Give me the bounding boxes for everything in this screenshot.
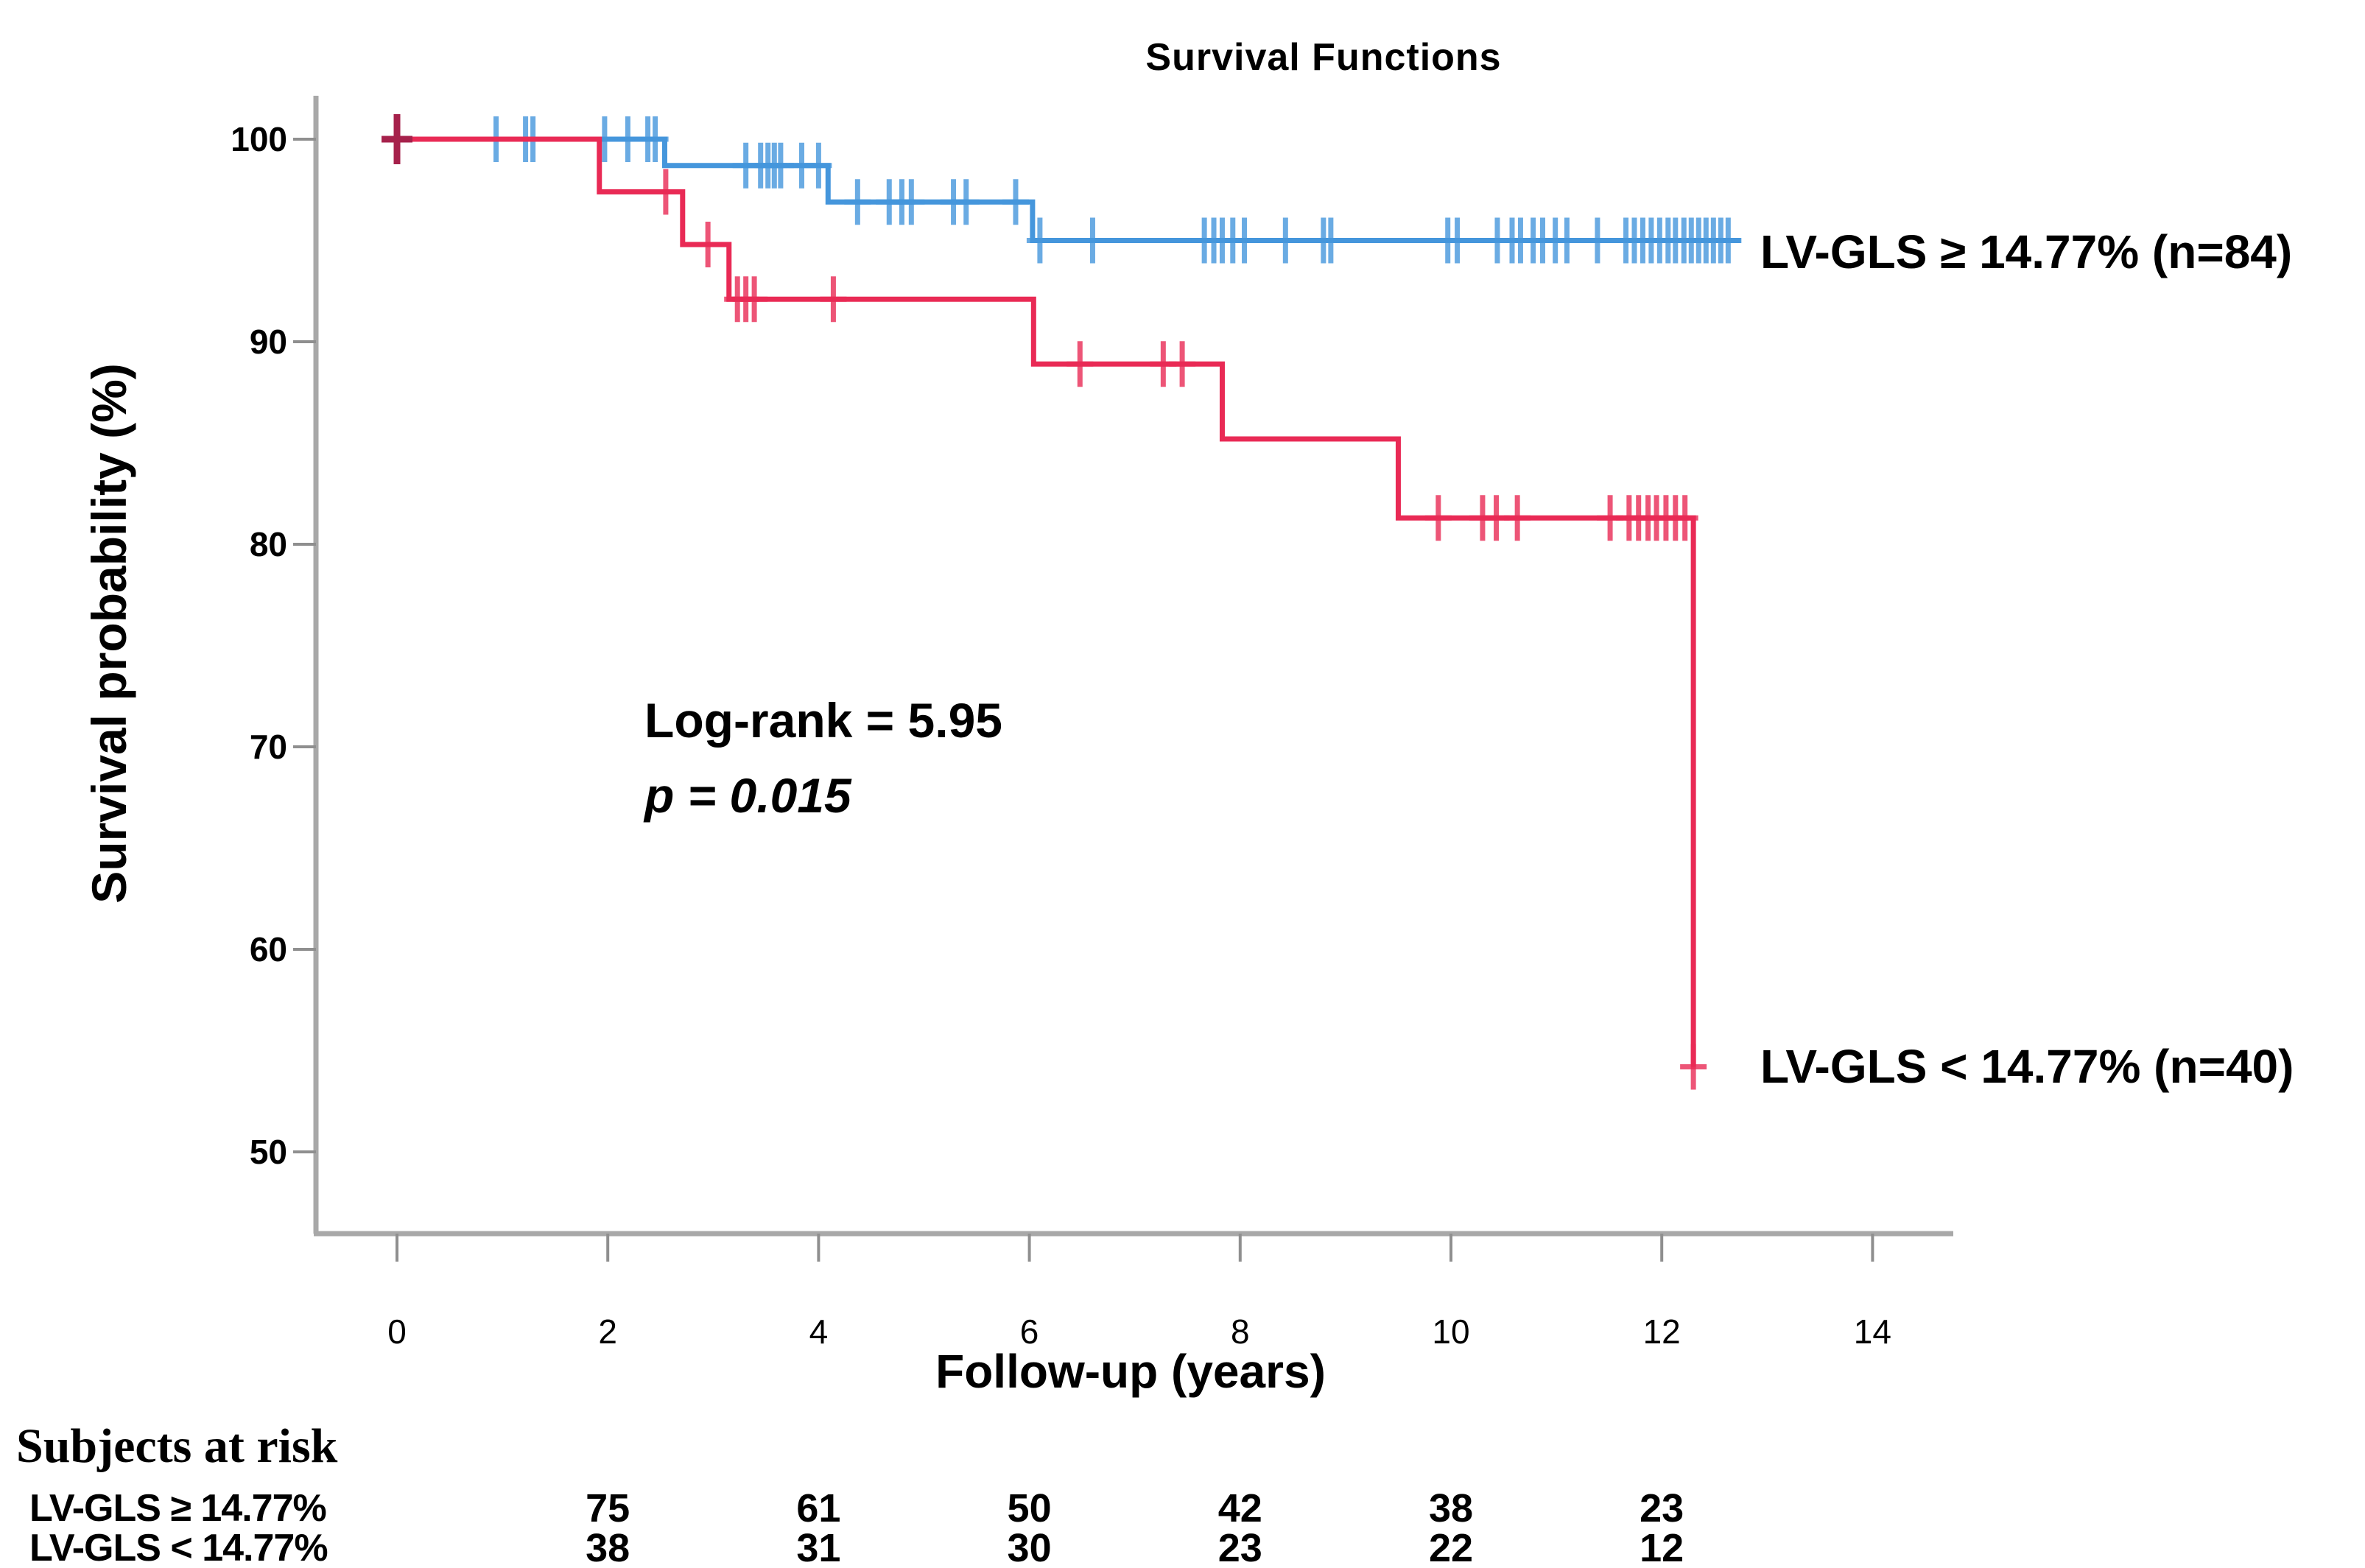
risk-count: 12 — [1640, 1526, 1684, 1568]
y-tick-label: 80 — [249, 525, 287, 563]
x-axis-label: Follow-up (years) — [935, 1345, 1326, 1398]
y-axis-label: Survival probability (%) — [82, 363, 136, 904]
x-tick-label: 2 — [598, 1312, 617, 1351]
y-tick-label: 50 — [249, 1133, 287, 1171]
risk-count: 61 — [796, 1486, 841, 1530]
logrank-annotation: Log-rank = 5.95 — [644, 693, 1003, 748]
risk-row-label-high: LV-GLS ≥ 14.77% — [29, 1487, 327, 1530]
risk-count: 23 — [1217, 1526, 1262, 1568]
y-tick-label: 100 — [231, 120, 287, 158]
chart-title: Survival Functions — [1145, 36, 1502, 79]
risk-count: 50 — [1007, 1486, 1052, 1530]
y-tick-label: 60 — [249, 930, 287, 968]
x-tick-label: 4 — [809, 1312, 829, 1351]
risk-row-label-low: LV-GLS < 14.77% — [29, 1527, 328, 1568]
pvalue-annotation: p = 0.015 — [644, 768, 851, 823]
risk-count: 31 — [796, 1526, 841, 1568]
x-tick-label: 10 — [1432, 1312, 1470, 1351]
x-tick-label: 8 — [1231, 1312, 1250, 1351]
x-tick-label: 12 — [1642, 1312, 1681, 1351]
risk-count: 75 — [586, 1486, 630, 1530]
y-tick-label: 70 — [249, 728, 287, 766]
risk-count: 30 — [1007, 1526, 1052, 1568]
risk-count: 22 — [1428, 1526, 1474, 1568]
x-tick-label: 14 — [1853, 1312, 1891, 1351]
y-tick-label: 90 — [249, 323, 287, 361]
x-tick-label: 0 — [387, 1312, 407, 1351]
risk-count: 38 — [1428, 1486, 1474, 1530]
series-label-low-gls: LV-GLS < 14.77% (n=40) — [1760, 1040, 2294, 1093]
series-label-high-gls: LV-GLS ≥ 14.77% (n=84) — [1760, 225, 2293, 278]
x-tick-label: 6 — [1019, 1312, 1039, 1351]
risk-count: 38 — [586, 1526, 630, 1568]
risk-count: 42 — [1217, 1486, 1262, 1530]
risk-table-header: Subjects at risk — [16, 1419, 338, 1473]
risk-count: 23 — [1640, 1486, 1684, 1530]
